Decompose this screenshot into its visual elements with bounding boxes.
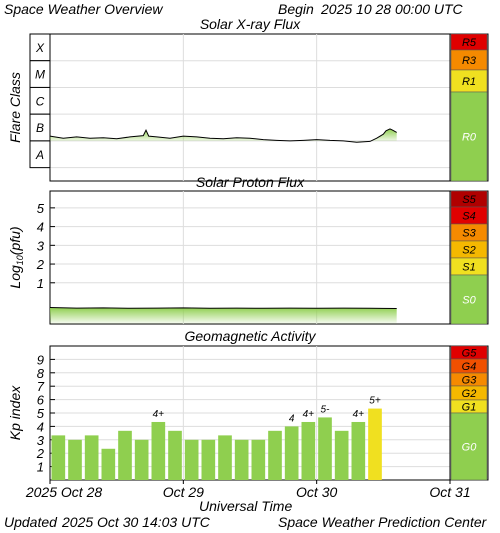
y-tick-label-8: 8 xyxy=(37,366,45,381)
scale-level-s0 xyxy=(450,274,488,325)
updated-label: Updated xyxy=(4,514,57,530)
kp-bar-label: 5+ xyxy=(369,396,381,407)
scale-label-s5: S5 xyxy=(462,194,476,206)
kp-bar xyxy=(118,430,132,480)
kp-bar xyxy=(351,421,366,480)
y-tick-label-9: 9 xyxy=(37,352,44,367)
kp-bar xyxy=(51,435,66,480)
updated-value: 2025 Oct 30 14:03 UTC xyxy=(62,514,210,530)
flare-class-a: A xyxy=(35,148,44,162)
page-title: Space Weather Overview xyxy=(4,1,163,17)
proton-flux-fill xyxy=(50,307,397,324)
chart-title-3: Geomagnetic Activity xyxy=(185,328,317,344)
y-tick-label-1: 1 xyxy=(37,276,44,291)
x-tick-label: 2025 Oct 28 xyxy=(25,484,102,500)
y-tick-label-2: 2 xyxy=(36,257,45,272)
kp-bar xyxy=(334,430,349,480)
scale-level-g0 xyxy=(450,412,488,481)
y-axis-label-flare-class: Flare Class xyxy=(7,72,23,143)
y-tick-label-6: 6 xyxy=(37,393,45,408)
kp-bar xyxy=(134,439,149,480)
flare-class-m: M xyxy=(35,68,45,82)
kp-bar xyxy=(201,439,216,480)
x-tick-label: Oct 30 xyxy=(296,484,337,500)
kp-bar xyxy=(368,408,382,480)
kp-bar-label: 5- xyxy=(321,404,331,415)
y-tick-label-1: 1 xyxy=(37,460,44,475)
scale-label-s3: S3 xyxy=(462,228,476,240)
xray-flux-fill xyxy=(50,128,397,143)
plot-area-1 xyxy=(49,33,451,182)
scale-label-g3: G3 xyxy=(462,375,478,387)
scale-label-s0: S0 xyxy=(462,295,476,307)
scale-label-r0: R0 xyxy=(462,132,477,144)
kp-bar-label: 4+ xyxy=(153,409,165,420)
begin-value: 2025 10 28 00:00 UTC xyxy=(321,1,463,17)
y-tick-label-3: 3 xyxy=(37,433,45,448)
x-tick-label: Oct 29 xyxy=(163,484,204,500)
kp-bar-label: 4 xyxy=(289,413,295,424)
kp-bar xyxy=(284,426,299,480)
flare-class-box-a xyxy=(29,140,51,169)
scale-label-g4: G4 xyxy=(462,361,477,373)
scale-label-g0: G0 xyxy=(462,442,478,454)
kp-bar-label: 4+ xyxy=(353,409,365,420)
xray-flux-line xyxy=(49,128,397,143)
kp-bar xyxy=(218,435,232,480)
x-axis-label: Universal Time xyxy=(199,498,293,514)
proton-flux-line xyxy=(49,307,397,309)
chart-title-1: Solar X-ray Flux xyxy=(200,16,301,32)
scale-label-g1: G1 xyxy=(462,402,477,414)
y-tick-label-4: 4 xyxy=(37,220,44,235)
scale-label-r1: R1 xyxy=(462,76,476,88)
scale-level-r0 xyxy=(450,91,488,182)
y-axis-label-kp: Kp index xyxy=(7,385,23,440)
flare-class-c: C xyxy=(36,94,45,108)
kp-bar xyxy=(318,417,332,480)
scale-label-r5: R5 xyxy=(462,37,477,49)
y-tick-label-4: 4 xyxy=(37,419,44,434)
scale-label-g2: G2 xyxy=(462,388,477,400)
kp-bar xyxy=(184,439,199,480)
begin-label: Begin xyxy=(278,1,314,17)
y-tick-label-3: 3 xyxy=(37,238,45,253)
y-tick-label-5: 5 xyxy=(37,201,45,216)
credit-label: Space Weather Prediction Center xyxy=(278,514,487,530)
plot-area-2 xyxy=(49,190,451,325)
kp-bar xyxy=(168,430,182,480)
kp-bar xyxy=(101,448,116,480)
chart-title-2: Solar Proton Flux xyxy=(196,174,305,190)
scale-label-s1: S1 xyxy=(462,262,475,274)
y-tick-label-5: 5 xyxy=(37,406,45,421)
y-axis-label-log-pfu: Log10(pfu) xyxy=(7,226,25,288)
kp-bar xyxy=(251,439,266,480)
scale-label-s4: S4 xyxy=(462,211,475,223)
kp-bar xyxy=(234,439,249,480)
kp-bar xyxy=(301,421,316,480)
scale-label-g5: G5 xyxy=(462,348,478,360)
y-tick-label-2: 2 xyxy=(36,446,45,461)
flare-class-x: X xyxy=(35,41,45,55)
kp-bar xyxy=(151,421,166,480)
flare-class-b: B xyxy=(36,121,44,135)
kp-bar xyxy=(84,435,99,480)
kp-bar xyxy=(268,430,282,480)
scale-label-r3: R3 xyxy=(462,55,477,67)
x-tick-label: Oct 31 xyxy=(429,484,470,500)
scale-label-s2: S2 xyxy=(462,245,475,257)
kp-bar xyxy=(68,439,82,480)
kp-bar-label: 4+ xyxy=(303,409,315,420)
y-tick-label-7: 7 xyxy=(37,379,45,394)
